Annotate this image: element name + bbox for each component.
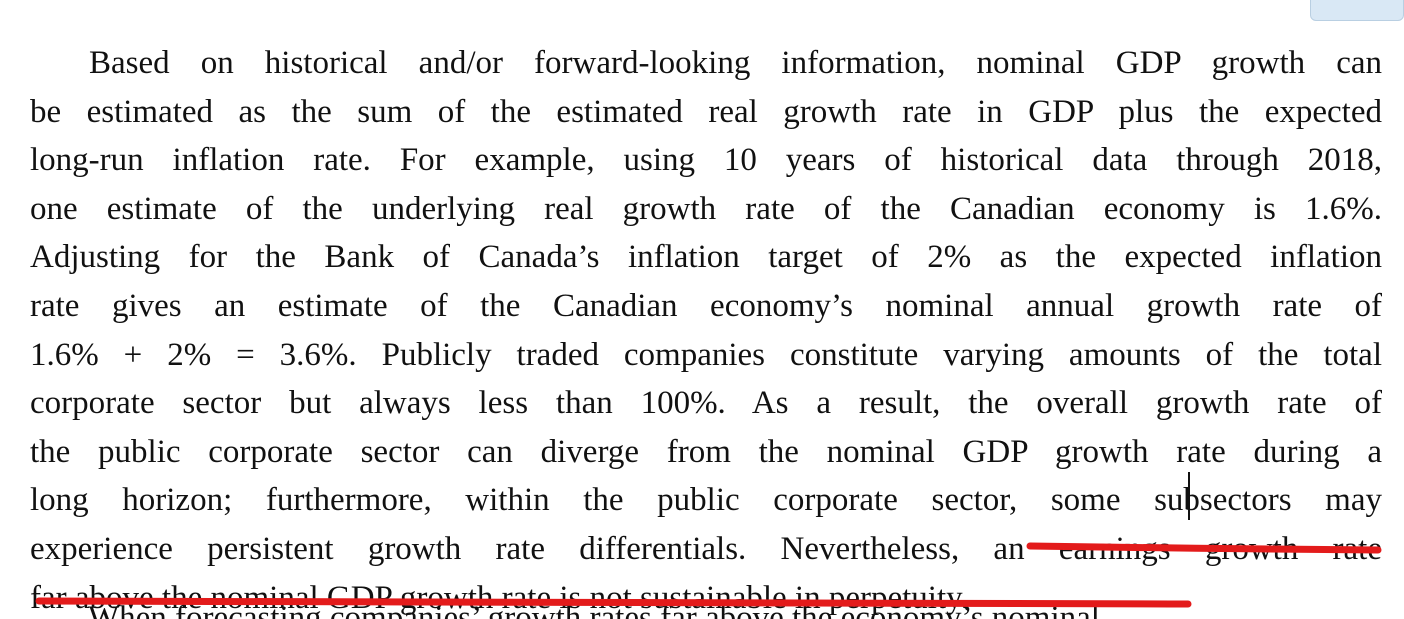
- paragraph: Based on historical and/or forward-looki…: [30, 39, 1382, 619]
- paragraph-line: corporate sector but always less than 10…: [30, 385, 1382, 422]
- paragraph-line: one estimate of the underlying real grow…: [30, 190, 1382, 227]
- paragraph-line: be estimated as the sum of the estimated…: [30, 93, 1382, 130]
- paragraph-line: experience persistent growth rate differ…: [30, 530, 1382, 567]
- paragraph-line: Based on historical and/or forward-looki…: [89, 45, 1382, 81]
- paragraph-line: 1.6% + 2% = 3.6%. Publicly traded compan…: [30, 336, 1382, 373]
- paragraph-line: Adjusting for the Bank of Canada’s infla…: [30, 239, 1382, 276]
- paragraph-line: long horizon; furthermore, within the pu…: [30, 482, 1382, 519]
- text-cursor: [1188, 472, 1190, 520]
- corner-tab: [1310, 0, 1404, 21]
- paragraph-line: the public corporate sector can diverge …: [30, 433, 1382, 470]
- cut-off-next-line: When forecasting companies’ growth rates…: [88, 600, 1100, 619]
- paragraph-line: long-run inflation rate. For example, us…: [30, 142, 1382, 179]
- paragraph-line: rate gives an estimate of the Canadian e…: [30, 287, 1382, 324]
